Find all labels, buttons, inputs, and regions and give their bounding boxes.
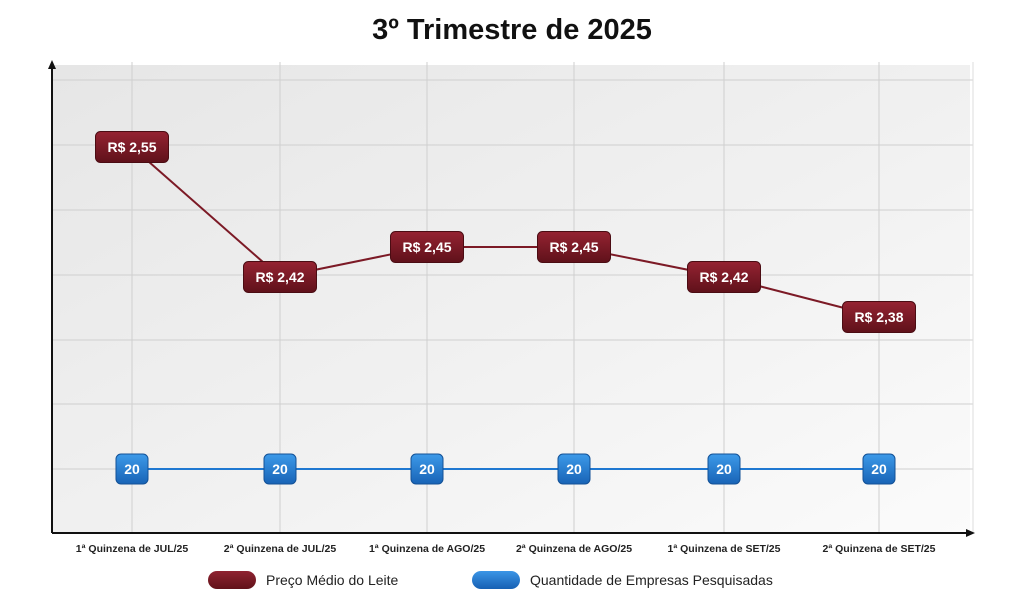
legend-swatch-companies	[472, 571, 520, 589]
price-data-point	[95, 131, 169, 163]
companies-data-point	[410, 453, 444, 485]
price-data-label: R$ 2,45	[402, 239, 451, 255]
companies-data-point	[115, 453, 149, 485]
companies-data-label: 20	[716, 461, 732, 477]
price-data-point	[243, 261, 317, 293]
companies-data-point	[862, 453, 896, 485]
price-data-label: R$ 2,45	[549, 239, 598, 255]
x-tick-label: 1ª Quinzena de SET/25	[667, 543, 780, 555]
price-data-label: R$ 2,42	[255, 269, 304, 285]
companies-data-point	[557, 453, 591, 485]
x-tick-label: 1ª Quinzena de AGO/25	[369, 543, 485, 555]
companies-data-label: 20	[124, 461, 140, 477]
y-axis-arrow	[48, 60, 56, 69]
legend-item-price: Preço Médio do Leite	[208, 568, 398, 592]
price-data-label: R$ 2,55	[107, 139, 156, 155]
companies-data-label: 20	[566, 461, 582, 477]
companies-data-label: 20	[871, 461, 887, 477]
x-tick-label: 2ª Quinzena de AGO/25	[516, 543, 632, 555]
chart-title: 3º Trimestre de 2025	[372, 14, 652, 46]
legend-swatch-price	[208, 571, 256, 589]
price-data-point	[842, 301, 916, 333]
plot-background	[52, 65, 970, 533]
x-tick-label: 1ª Quinzena de JUL/25	[76, 543, 189, 555]
x-axis-arrow	[966, 529, 975, 537]
companies-data-point	[707, 453, 741, 485]
price-data-label: R$ 2,42	[699, 269, 748, 285]
legend-label-price: Preço Médio do Leite	[266, 572, 399, 588]
legend-label-companies: Quantidade de Empresas Pesquisadas	[530, 572, 773, 588]
price-data-point	[537, 231, 611, 263]
price-data-point	[687, 261, 761, 293]
x-tick-label: 2ª Quinzena de SET/25	[822, 543, 935, 555]
companies-data-label: 20	[272, 461, 288, 477]
companies-data-point	[263, 453, 297, 485]
x-tick-label: 2ª Quinzena de JUL/25	[224, 543, 337, 555]
legend-item-companies: Quantidade de Empresas Pesquisadas	[472, 568, 773, 592]
companies-data-label: 20	[419, 461, 435, 477]
price-data-point	[390, 231, 464, 263]
price-data-label: R$ 2,38	[854, 309, 903, 325]
